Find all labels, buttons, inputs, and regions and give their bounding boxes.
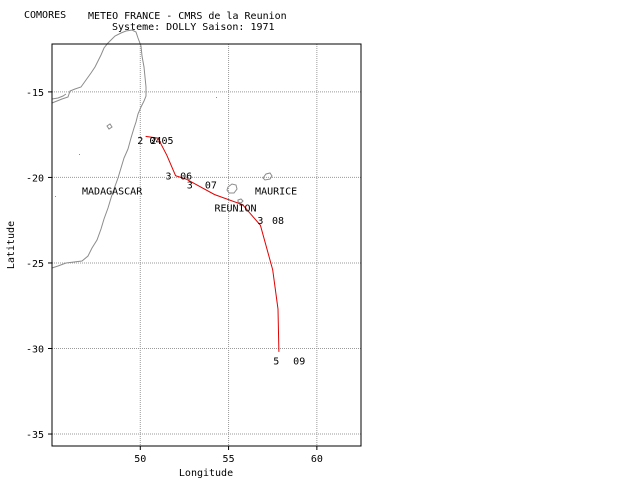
tromelin-islet (262, 172, 273, 181)
axis-ticks: 50 55 60 -15 -20 -25 -30 -35 (26, 88, 323, 465)
y-tick-label: -20 (26, 173, 44, 184)
y-tick-label: -30 (26, 344, 44, 355)
madagascar-coast (51, 29, 147, 269)
reunion-island (237, 198, 244, 204)
region-label: COMORES (24, 10, 66, 21)
x-tick-label: 60 (311, 454, 323, 465)
place-label: MADAGASCAR (82, 187, 143, 198)
x-tick-label: 55 (223, 454, 235, 465)
y-tick-label: -15 (26, 88, 44, 99)
nosy-island (106, 123, 113, 130)
map-subtitle: Systeme: DOLLY Saison: 1971 (112, 22, 275, 33)
y-tick-label: -25 (26, 259, 44, 270)
track-label: 5 (273, 356, 279, 367)
track-label: 3 (257, 216, 263, 227)
islet-dot (55, 196, 56, 197)
mauritius-island (226, 183, 238, 194)
track-label: 07 (205, 180, 217, 191)
madagascar-west-inlet (51, 93, 67, 100)
coastlines (51, 29, 273, 269)
islet-dot (79, 154, 80, 155)
track-label: 06 (180, 172, 192, 183)
track-label: 3 (187, 180, 193, 191)
y-tick-label: -35 (26, 430, 44, 441)
x-axis-label: Longitude (179, 468, 233, 479)
islet-dot (216, 97, 217, 98)
track-label: 2 (137, 136, 143, 147)
track-label: 08 (272, 216, 284, 227)
track-label: 2 (151, 136, 157, 147)
map-title: METEO FRANCE - CMRS de la Reunion (88, 11, 287, 22)
x-tick-label: 50 (134, 454, 146, 465)
place-label: REUNION (214, 204, 256, 215)
plot-frame (51, 43, 362, 447)
track-label: 3 (166, 172, 172, 183)
grid-lines (52, 44, 361, 446)
track-label: 0405 (149, 136, 173, 147)
y-axis-label: Latitude (6, 221, 17, 269)
track-label: 09 (293, 356, 305, 367)
place-label: MAURICE (255, 187, 297, 198)
cyclone-track-line (145, 135, 280, 352)
place-labels: MADAGASCAR MAURICE REUNION (82, 187, 297, 215)
